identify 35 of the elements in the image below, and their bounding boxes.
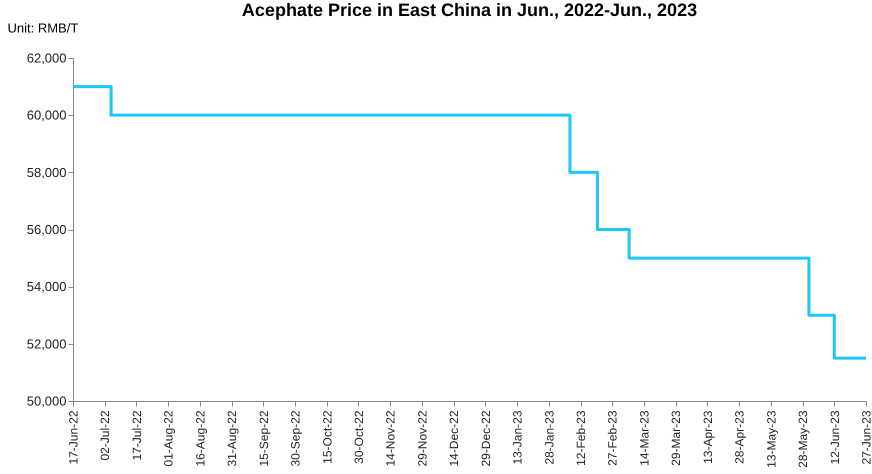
y-tick-label: 58,000 <box>26 164 66 180</box>
y-axis-title: Unit: RMB/T <box>8 20 78 36</box>
x-tick-label: 29-Nov-22 <box>415 410 430 467</box>
x-tick-label: 15-Oct-22 <box>320 410 334 464</box>
x-tick-label: 02-Jul-22 <box>98 410 112 461</box>
y-tick-label: 56,000 <box>26 222 66 237</box>
x-tick-label: 27-Jun-23 <box>860 410 872 465</box>
y-tick-label: 54,000 <box>26 279 66 294</box>
x-tick-label: 01-Aug-22 <box>162 410 176 467</box>
x-tick-label: 13-Jan-23 <box>510 410 525 465</box>
x-tick-label: 15-Sep-22 <box>256 410 271 467</box>
chart-title: Acephate Price in East China in Jun., 2022-Jun., 2023 <box>242 0 698 20</box>
x-tick-label: 28-Apr-23 <box>732 410 747 464</box>
x-tick-label: 28-Jan-23 <box>542 410 556 465</box>
x-tick-label: 29-Dec-22 <box>478 410 493 467</box>
y-tick-label: 60,000 <box>26 108 66 123</box>
x-tick-label: 13-May-23 <box>764 410 778 468</box>
x-tick-label: 14-Mar-23 <box>637 410 652 466</box>
x-tick-label: 14-Dec-22 <box>447 410 462 467</box>
x-tick-label: 30-Sep-22 <box>288 410 303 467</box>
x-tick-label: 31-Aug-22 <box>225 410 240 467</box>
x-tick-label: 30-Oct-22 <box>352 410 366 464</box>
x-tick-label: 12-Jun-23 <box>828 410 842 465</box>
x-tick-label: 17-Jul-22 <box>130 410 144 461</box>
x-tick-label: 12-Feb-23 <box>574 410 588 466</box>
x-tick-label: 29-Mar-23 <box>669 410 684 466</box>
x-tick-label: 27-Feb-23 <box>606 410 620 466</box>
x-tick-label: 17-Jun-22 <box>66 410 80 465</box>
x-tick-label: 28-May-23 <box>796 410 810 468</box>
x-tick-label: 16-Aug-22 <box>193 410 208 467</box>
y-tick-label: 62,000 <box>26 50 66 66</box>
x-tick-label: 13-Apr-23 <box>700 410 715 464</box>
y-tick-label: 50,000 <box>26 394 66 408</box>
x-tick-label: 14-Nov-22 <box>384 410 398 467</box>
y-tick-label: 52,000 <box>26 336 66 352</box>
